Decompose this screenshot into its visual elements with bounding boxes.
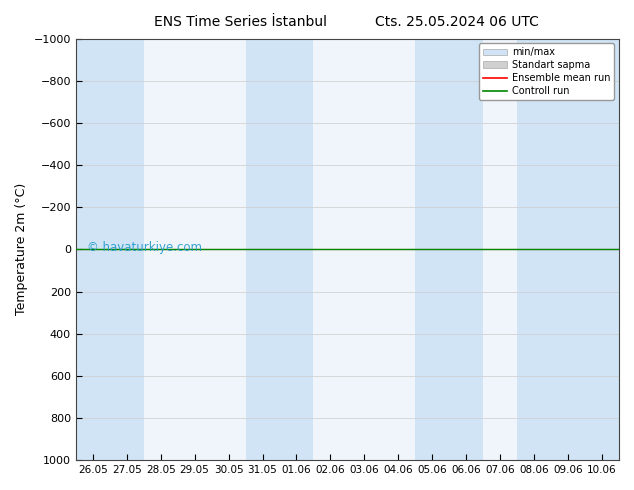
- Bar: [450, 39, 483, 460]
- Y-axis label: Temperature 2m (°C): Temperature 2m (°C): [15, 183, 28, 316]
- Bar: [245, 39, 280, 460]
- Bar: [551, 39, 585, 460]
- Text: Cts. 25.05.2024 06 UTC: Cts. 25.05.2024 06 UTC: [375, 15, 538, 29]
- Bar: [585, 39, 619, 460]
- Text: ENS Time Series İstanbul: ENS Time Series İstanbul: [155, 15, 327, 29]
- Bar: [280, 39, 313, 460]
- Bar: [415, 39, 450, 460]
- Bar: [517, 39, 551, 460]
- Bar: [110, 39, 144, 460]
- Legend: min/max, Standart sapma, Ensemble mean run, Controll run: min/max, Standart sapma, Ensemble mean r…: [479, 44, 614, 100]
- Bar: [76, 39, 110, 460]
- Text: © havaturkiye.com: © havaturkiye.com: [87, 242, 202, 254]
